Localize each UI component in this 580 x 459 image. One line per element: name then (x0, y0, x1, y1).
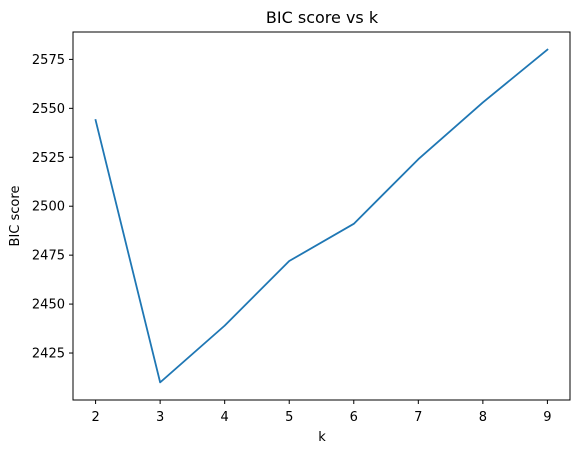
series-layer (94, 48, 549, 384)
x-tick-label: 4 (221, 410, 229, 425)
x-tick-label: 5 (285, 410, 293, 425)
series-line (94, 48, 549, 384)
x-tick-label: 9 (543, 410, 551, 425)
x-tick-label: 3 (156, 410, 164, 425)
x-tick-label: 8 (479, 410, 487, 425)
x-axis-ticks: 2 3 4 5 6 7 8 9 (91, 400, 552, 425)
x-tick-label: 7 (414, 410, 422, 425)
x-tick-label: 2 (91, 410, 99, 425)
plot-frame (72, 31, 571, 401)
y-tick-label: 2525 (32, 151, 65, 166)
y-tick-label: 2450 (32, 298, 65, 313)
x-tick-label: 6 (350, 410, 358, 425)
x-axis-label: k (318, 430, 326, 445)
y-tick-label: 2425 (32, 347, 65, 362)
y-tick-label: 2500 (32, 200, 65, 215)
y-tick-label: 2575 (32, 53, 65, 68)
y-tick-label: 2550 (32, 102, 65, 117)
y-axis-label: BIC score (8, 186, 23, 247)
y-tick-label: 2475 (32, 249, 65, 264)
chart-title: BIC score vs k (266, 8, 379, 27)
y-axis-ticks: 2425 2450 2475 2500 2525 2550 2575 (32, 53, 73, 362)
